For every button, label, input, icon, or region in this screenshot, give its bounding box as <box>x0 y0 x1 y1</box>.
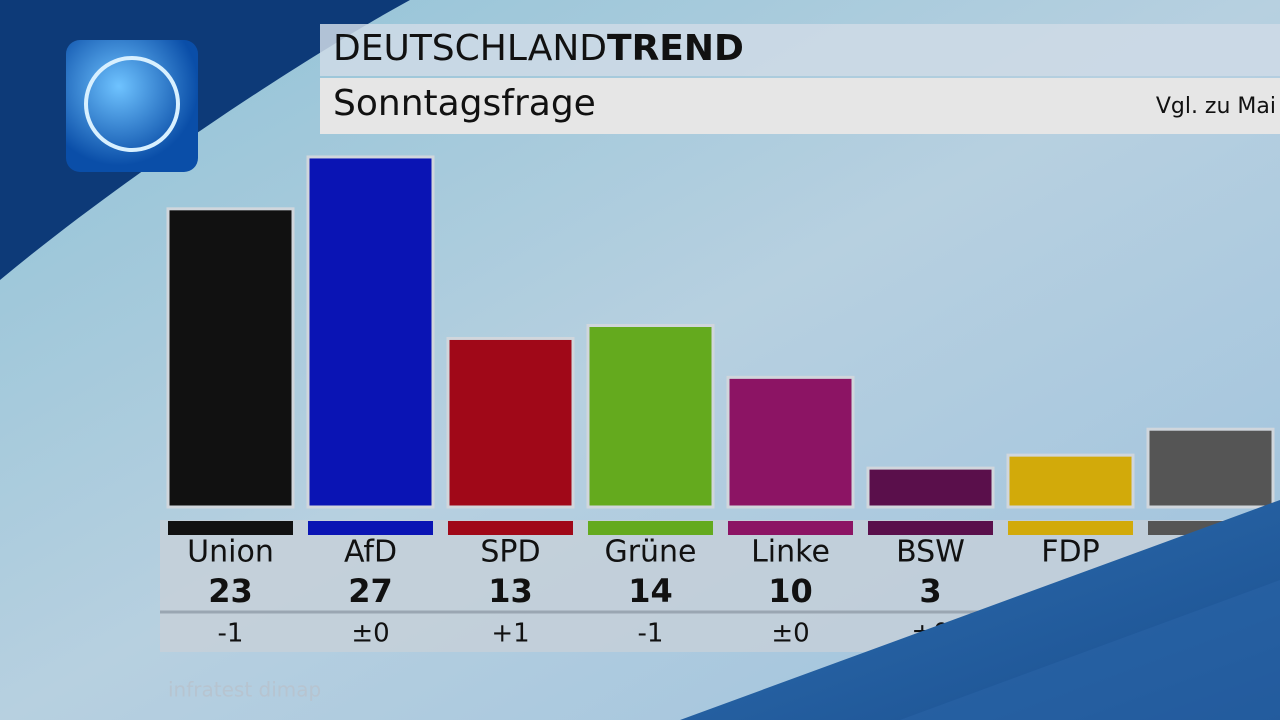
color-stripe <box>868 521 993 535</box>
color-stripe <box>1008 521 1133 535</box>
bar <box>446 336 575 509</box>
source: infratest dimap <box>168 678 321 702</box>
bar <box>306 155 435 509</box>
bar <box>1006 453 1135 509</box>
subtitle: Vgl. zu Mai <box>1156 94 1276 119</box>
bar <box>866 466 995 509</box>
value-label: 23 <box>208 572 253 610</box>
value-label: 3 <box>919 572 941 610</box>
change-label: -1 <box>638 619 664 649</box>
color-stripe <box>728 521 853 535</box>
logo-ring <box>84 56 180 152</box>
category-label: Union <box>187 535 274 570</box>
globe-land <box>900 580 1280 720</box>
value-label: 27 <box>348 572 393 610</box>
title-bar <box>320 78 1280 134</box>
bar <box>166 207 295 509</box>
category-label: FDP <box>1041 535 1099 570</box>
bar <box>726 375 855 509</box>
bar <box>586 324 715 509</box>
color-stripe <box>168 521 293 535</box>
category-label: SPD <box>480 535 540 570</box>
category-label: BSW <box>896 535 965 570</box>
value-label: 14 <box>628 572 673 610</box>
brand: DEUTSCHLANDTREND <box>333 28 744 69</box>
bar <box>1146 427 1275 509</box>
category-label: AfD <box>344 535 397 570</box>
color-stripe <box>588 521 713 535</box>
change-label: +1 <box>491 619 529 649</box>
value-label: 10 <box>768 572 813 610</box>
color-stripe <box>308 521 433 535</box>
value-label: 13 <box>488 572 533 610</box>
category-label: Linke <box>751 535 830 570</box>
change-label: -1 <box>218 619 244 649</box>
chart-title: Sonntagsfrage <box>333 83 596 124</box>
category-label: Grüne <box>604 535 696 570</box>
brand-bar <box>320 24 1280 76</box>
color-stripe <box>448 521 573 535</box>
change-label: ±0 <box>351 619 389 649</box>
change-label: ±0 <box>771 619 809 649</box>
